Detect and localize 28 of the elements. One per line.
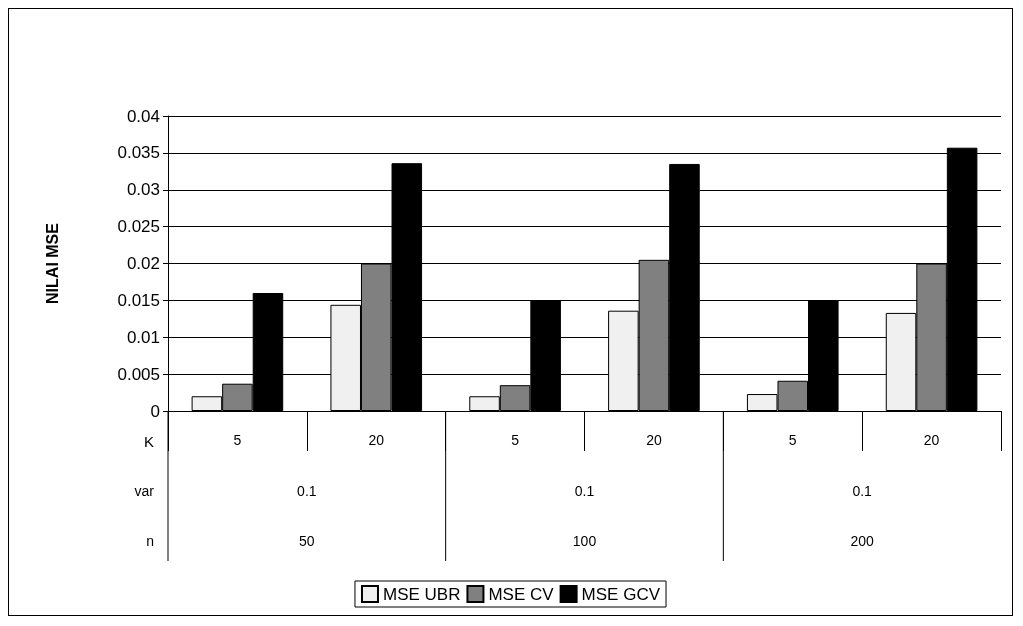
text: n	[146, 533, 154, 549]
text: 50	[299, 533, 315, 549]
y-tick-label: 0.035	[117, 143, 160, 163]
x-tick-label: 20	[923, 432, 940, 448]
legend-label: MSE UBR	[382, 584, 461, 604]
y-tick-label: 0.04	[126, 106, 160, 126]
legend-label: MSE GCV	[581, 584, 661, 604]
text: var	[134, 483, 155, 499]
x-tick-label: 20	[368, 432, 385, 448]
text: 200	[850, 533, 875, 549]
y-tick-label: 0.02	[126, 254, 160, 273]
x-tick-label: 5	[788, 432, 797, 448]
y-axis-title: NILAI MSE	[43, 222, 61, 304]
text: 0.1	[297, 483, 317, 499]
text: 0.1	[574, 483, 595, 499]
y-tick-label: 0.025	[117, 217, 160, 237]
text: 0.1	[852, 483, 873, 499]
text: 100	[572, 533, 597, 549]
y-tick-label: 0.03	[126, 180, 160, 200]
x-tick-label: 5	[233, 432, 242, 448]
legend-label: MSE CV	[488, 584, 555, 604]
y-tick-label: 0	[150, 401, 160, 421]
y-tick-label: 0.01	[126, 327, 160, 347]
y-tick-label: 0.015	[117, 290, 160, 310]
x-axis-title: K	[143, 432, 154, 450]
y-tick-label: 0.005	[117, 364, 160, 384]
x-tick-label: 5	[511, 432, 520, 448]
x-tick-label: 20	[646, 432, 662, 448]
